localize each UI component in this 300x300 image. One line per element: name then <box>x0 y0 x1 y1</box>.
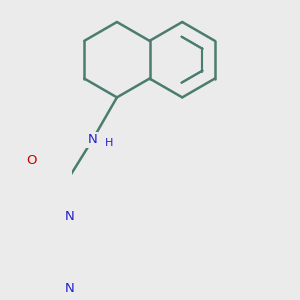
Text: N: N <box>88 134 97 146</box>
Text: N: N <box>64 210 74 223</box>
Text: O: O <box>26 154 37 167</box>
Text: N: N <box>64 282 74 295</box>
Text: H: H <box>105 138 113 148</box>
